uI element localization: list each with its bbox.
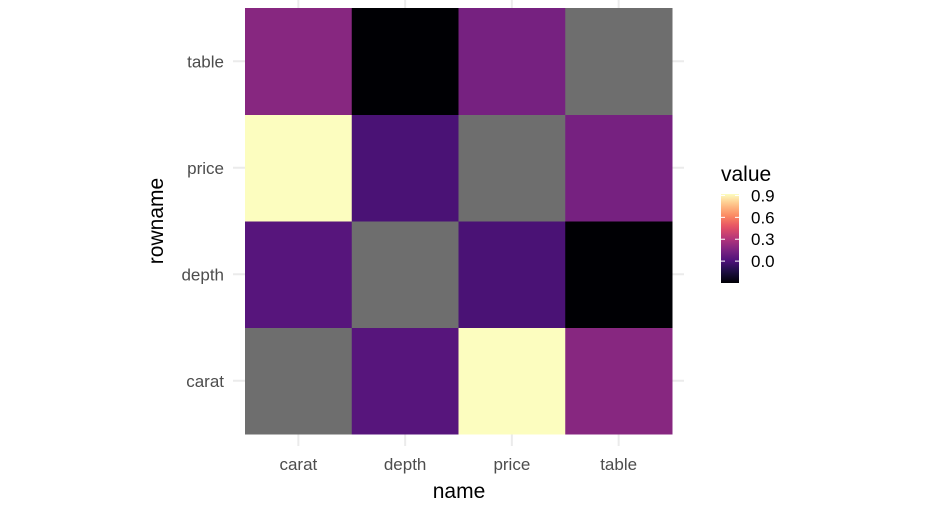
x-axis-title: name: [433, 480, 486, 503]
legend-tick-label: 0.0: [751, 252, 775, 271]
x-tick-label: table: [600, 455, 637, 474]
heatmap-cell-carat-price: [245, 114, 353, 222]
legend-tick-label: 0.9: [751, 186, 775, 205]
legend-title: value: [721, 163, 771, 186]
heatmap-cell-price-table: [458, 8, 566, 115]
legend-ticks: 0.9 0.6 0.3 0.0: [721, 186, 775, 271]
heatmap-cell-depth-table: [351, 8, 459, 115]
y-tick-label: table: [187, 52, 224, 71]
heatmap-cell-table-price: [565, 114, 673, 222]
heatmap-cell-price-carat: [458, 327, 566, 435]
y-tick-label: price: [187, 159, 224, 178]
x-tick-label: price: [493, 455, 530, 474]
heatmap-cell-depth-price: [351, 114, 459, 222]
heatmap-cell-depth-carat: [351, 327, 459, 435]
y-tick-label: depth: [181, 265, 224, 284]
color-legend: value 0.9 0.6 0.3 0.0: [721, 163, 775, 283]
y-tick-labels: carat depth price table: [181, 52, 224, 391]
x-tick-label: carat: [279, 455, 317, 474]
heatmap-cell-table-table: [565, 8, 673, 115]
heatmap-cell-carat-carat: [245, 327, 353, 435]
x-tick-labels: carat depth price table: [279, 455, 637, 474]
y-axis-title: rowname: [145, 178, 168, 264]
y-tick-label: carat: [186, 372, 224, 391]
heatmap-cell-price-price: [458, 114, 566, 222]
heatmap-cell-price-depth: [458, 221, 566, 328]
legend-tick-label: 0.6: [751, 208, 775, 227]
heatmap-cell-table-depth: [565, 221, 673, 328]
heatmap-cell-carat-table: [245, 8, 353, 115]
heatmap-cell-table-carat: [565, 327, 673, 435]
legend-tick-label: 0.3: [751, 230, 775, 249]
legend-colorbar: [721, 194, 739, 283]
heatmap-cell-depth-depth: [351, 221, 459, 328]
heatmap-cells: [245, 8, 673, 435]
heatmap-cell-carat-depth: [245, 221, 353, 328]
x-tick-label: depth: [384, 455, 427, 474]
